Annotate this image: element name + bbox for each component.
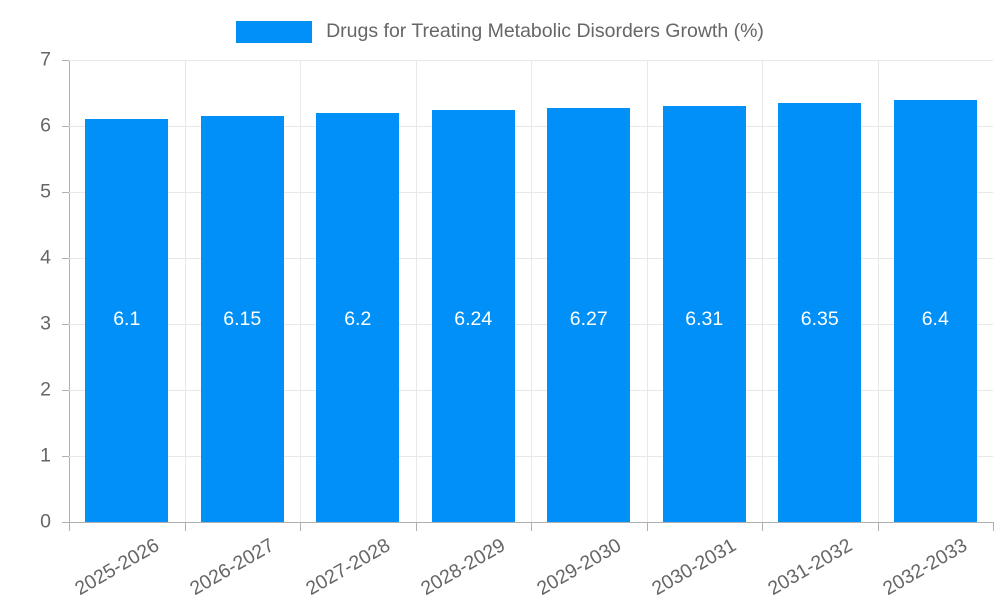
bar[interactable]: 6.1 (85, 119, 169, 522)
y-axis-line (69, 60, 70, 522)
bar-value-label: 6.35 (800, 307, 839, 330)
y-axis-tickmark (62, 126, 70, 127)
bar[interactable]: 6.2 (316, 112, 400, 522)
bar-value-label: 6.15 (223, 307, 262, 330)
gridline-x-5 (647, 60, 648, 522)
x-axis-tickmark (647, 522, 648, 531)
bar[interactable]: 6.15 (200, 116, 284, 522)
bar-value-label: 6.24 (454, 307, 493, 330)
gridline-x-6 (762, 60, 763, 522)
y-axis-labels: 0 1 2 3 4 5 6 7 (0, 0, 60, 600)
bar[interactable]: 6.35 (778, 102, 862, 522)
bar[interactable]: 6.24 (431, 110, 515, 522)
x-axis-tickmark (300, 522, 301, 531)
y-axis-tickmark (62, 324, 70, 325)
x-axis-tick-label: 2030-2031 (648, 534, 741, 600)
x-axis-tick-label: 2029-2030 (532, 534, 625, 600)
y-axis-tickmark (62, 522, 70, 523)
bar[interactable]: 6.31 (662, 105, 746, 522)
legend-color-swatch-icon[interactable] (236, 21, 313, 43)
bar[interactable]: 6.27 (547, 108, 631, 522)
x-axis-tick-label: 2031-2032 (763, 534, 856, 600)
y-axis-tick-label: 7 (40, 48, 51, 71)
x-axis-tickmark (69, 522, 70, 531)
y-axis-tickmark (62, 258, 70, 259)
x-axis-tick-label: 2028-2029 (417, 534, 510, 600)
x-axis-tick-label: 2025-2026 (70, 534, 163, 600)
y-axis-tickmark (62, 390, 70, 391)
legend-label: Drugs for Treating Metabolic Disorders G… (326, 20, 764, 43)
bar-value-label: 6.2 (344, 307, 372, 330)
gridline-x-4 (531, 60, 532, 522)
x-axis-tickmark (762, 522, 763, 531)
chart-legend: Drugs for Treating Metabolic Disorders G… (0, 14, 1000, 50)
bar-value-label: 6.31 (685, 307, 724, 330)
x-axis-tickmark (878, 522, 879, 531)
x-axis-tickmark (185, 522, 186, 531)
x-axis-tickmark (993, 522, 994, 531)
y-axis-tickmark (62, 456, 70, 457)
y-axis-tick-label: 5 (40, 180, 51, 203)
x-axis-tick-label: 2027-2028 (301, 534, 394, 600)
y-axis-tick-label: 2 (40, 378, 51, 401)
y-axis-tick-label: 1 (40, 444, 51, 467)
gridline-x-7 (878, 60, 879, 522)
y-axis-tick-label: 0 (40, 510, 51, 533)
bar-value-label: 6.27 (569, 307, 608, 330)
y-axis-tickmark (62, 192, 70, 193)
y-axis-tick-label: 3 (40, 312, 51, 335)
bar[interactable]: 6.4 (893, 99, 977, 522)
bar-value-label: 6.1 (113, 307, 141, 330)
gridline-x-1 (185, 60, 186, 522)
legend-item-metabolic-growth[interactable]: Drugs for Treating Metabolic Disorders G… (236, 21, 764, 43)
x-axis-tick-label: 2032-2033 (879, 534, 972, 600)
x-axis-tickmark (531, 522, 532, 531)
x-axis-tickmark (416, 522, 417, 531)
x-axis-tick-label: 2026-2027 (186, 534, 279, 600)
plot-area: 6.1 6.15 6.2 6.24 6.27 6.31 6.35 6.4 (69, 60, 993, 523)
bar-value-label: 6.4 (921, 307, 949, 330)
y-axis-tick-label: 4 (40, 246, 51, 269)
gridline-x-2 (300, 60, 301, 522)
y-axis-tickmark (62, 60, 70, 61)
gridline-x-3 (416, 60, 417, 522)
y-axis-tick-label: 6 (40, 114, 51, 137)
